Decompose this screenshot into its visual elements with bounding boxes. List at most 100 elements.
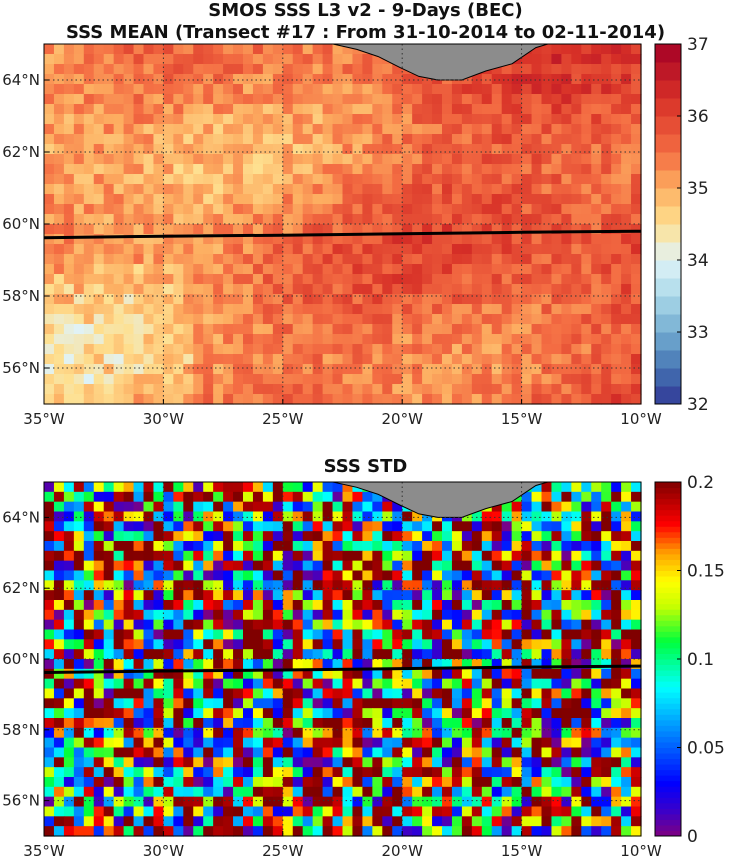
grid-cell <box>173 44 184 55</box>
grid-cell <box>183 747 194 758</box>
grid-cell <box>143 678 155 690</box>
grid-cell <box>272 629 284 640</box>
grid-cell <box>511 124 523 135</box>
grid-cell <box>63 570 75 581</box>
grid-cell <box>621 394 632 405</box>
grid-cell <box>103 204 115 215</box>
grid-cell <box>233 84 244 95</box>
grid-cell <box>412 767 423 778</box>
grid-cell <box>422 144 433 155</box>
grid-cell <box>402 698 413 709</box>
grid-cell <box>511 521 523 532</box>
grid-cell <box>571 786 582 798</box>
grid-cell <box>282 796 294 808</box>
grid-cell <box>322 757 334 768</box>
grid-cell <box>631 796 642 808</box>
grid-cell <box>243 354 254 365</box>
grid-cell <box>252 304 264 315</box>
grid-cell <box>143 718 155 729</box>
grid-cell <box>113 204 125 215</box>
grid-cell <box>203 580 214 591</box>
grid-cell <box>243 394 254 405</box>
grid-cell <box>123 194 135 205</box>
grid-cell <box>362 619 373 631</box>
grid-cell <box>581 639 592 650</box>
grid-cell <box>133 154 145 165</box>
grid-cell <box>442 174 453 185</box>
grid-cell <box>621 144 632 155</box>
grid-cell <box>412 74 423 85</box>
grid-cell <box>551 314 562 325</box>
grid-cell <box>451 767 463 778</box>
grid-cell <box>93 767 105 778</box>
grid-cell <box>123 482 135 493</box>
grid-cell <box>163 688 174 699</box>
grid-cell <box>44 154 55 165</box>
grid-cell <box>163 767 174 778</box>
grid-cell <box>601 580 612 591</box>
grid-cell <box>432 698 443 709</box>
grid-cell <box>213 344 224 355</box>
grid-cell <box>372 164 383 175</box>
grid-cell <box>451 154 463 165</box>
grid-cell <box>44 124 55 135</box>
grid-cell <box>511 394 523 405</box>
grid-cell <box>561 491 572 503</box>
grid-cell <box>362 254 373 265</box>
grid-cell <box>133 314 145 325</box>
grid-cell <box>312 767 324 778</box>
grid-cell <box>123 629 135 640</box>
grid-cell <box>183 354 194 365</box>
grid-cell <box>322 204 334 215</box>
grid-cell <box>203 344 214 355</box>
grid-cell <box>521 570 533 581</box>
grid-cell <box>203 718 214 729</box>
grid-cell <box>123 747 135 758</box>
grid-cell <box>133 541 145 552</box>
grid-cell <box>292 264 304 275</box>
grid-cell <box>113 254 125 265</box>
grid-cell <box>322 796 334 808</box>
grid-cell <box>491 570 503 581</box>
grid-cell <box>322 44 334 55</box>
grid-cell <box>252 214 264 225</box>
grid-cell <box>123 84 135 95</box>
grid-cell <box>183 560 194 572</box>
grid-cell <box>133 718 145 729</box>
grid-cell <box>113 174 125 185</box>
grid-cell <box>73 747 85 758</box>
std-panel-title: SSS STD <box>323 456 408 477</box>
grid-cell <box>322 619 334 631</box>
grid-cell <box>113 394 125 405</box>
grid-cell <box>83 314 95 325</box>
grid-cell <box>352 570 363 581</box>
grid-cell <box>103 482 115 493</box>
grid-cell <box>412 234 423 245</box>
grid-cell <box>133 580 145 591</box>
grid-cell <box>252 44 264 55</box>
colorbar-segment <box>655 703 681 710</box>
grid-cell <box>591 718 602 729</box>
grid-cell <box>601 816 612 827</box>
grid-cell <box>203 244 214 255</box>
grid-cell <box>611 501 622 513</box>
grid-cell <box>491 374 503 385</box>
grid-cell <box>243 757 254 768</box>
grid-cell <box>501 757 513 768</box>
grid-cell <box>461 244 473 255</box>
grid-cell <box>163 64 174 75</box>
grid-cell <box>73 234 85 245</box>
grid-cell <box>173 541 184 552</box>
grid-cell <box>272 204 284 215</box>
grid-cell <box>422 244 433 255</box>
grid-cell <box>432 214 443 225</box>
grid-cell <box>362 64 373 75</box>
grid-cell <box>44 639 55 650</box>
grid-cell <box>302 294 314 305</box>
grid-cell <box>372 284 383 295</box>
grid-cell <box>581 314 592 325</box>
grid-cell <box>53 84 65 95</box>
grid-cell <box>621 777 632 788</box>
grid-cell <box>621 194 632 205</box>
grid-cell <box>601 718 612 729</box>
